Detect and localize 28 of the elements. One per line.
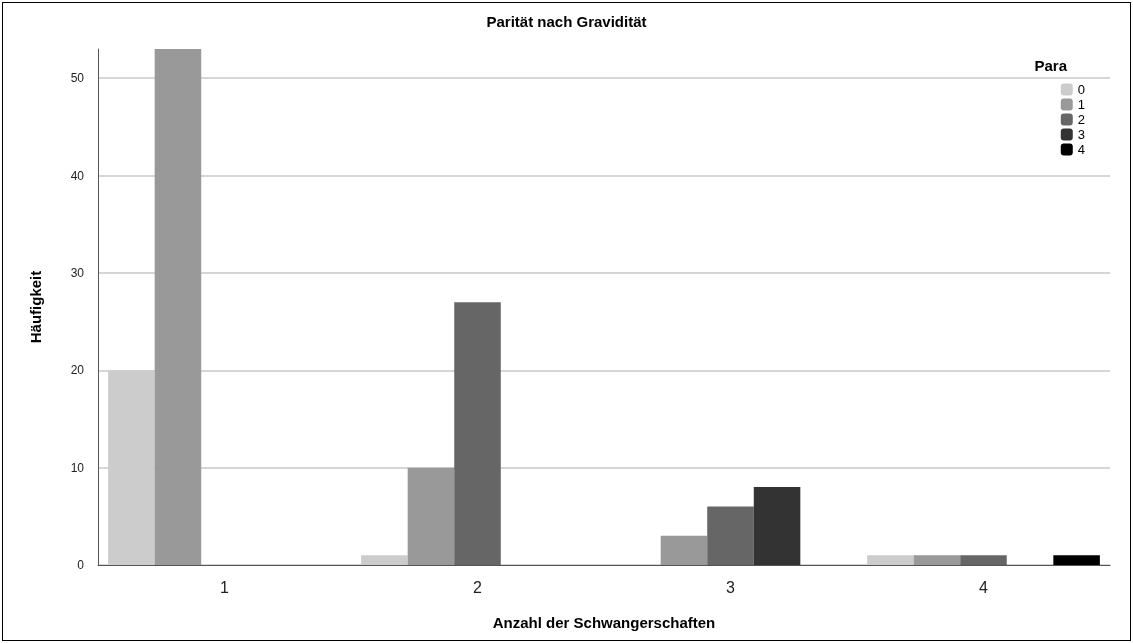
bar [454, 302, 501, 565]
y-tick-label: 50 [70, 71, 85, 86]
bar [154, 49, 202, 565]
y-tick-label: 40 [70, 168, 85, 183]
legend-label: 1 [1077, 97, 1085, 112]
legend-label: 0 [1077, 82, 1085, 97]
legend-label: 4 [1077, 142, 1085, 157]
legend-label: 2 [1077, 112, 1085, 127]
x-tick-label: 3 [726, 578, 736, 596]
bar [707, 506, 754, 565]
bar [753, 487, 801, 565]
bar [960, 555, 1007, 565]
legend-label: 3 [1077, 127, 1085, 142]
y-tick-label: 0 [77, 558, 85, 572]
y-tick-label: 10 [70, 460, 85, 475]
x-tick-label: 4 [979, 578, 989, 596]
y-tick-label: 20 [70, 363, 85, 378]
x-axis-title: Anzahl der Schwangerschaften [492, 614, 716, 631]
bar [407, 467, 455, 565]
x-tick-label: 1 [220, 578, 230, 596]
bar [1053, 555, 1100, 565]
chart-title: Parität nach Gravidität [486, 13, 647, 30]
y-axis-title: Häufigkeit [27, 270, 44, 344]
legend-title: Para [1034, 57, 1068, 74]
bar [913, 555, 961, 565]
bar [660, 535, 708, 565]
x-tick-label: 2 [473, 578, 483, 596]
y-tick-label: 30 [70, 265, 85, 280]
